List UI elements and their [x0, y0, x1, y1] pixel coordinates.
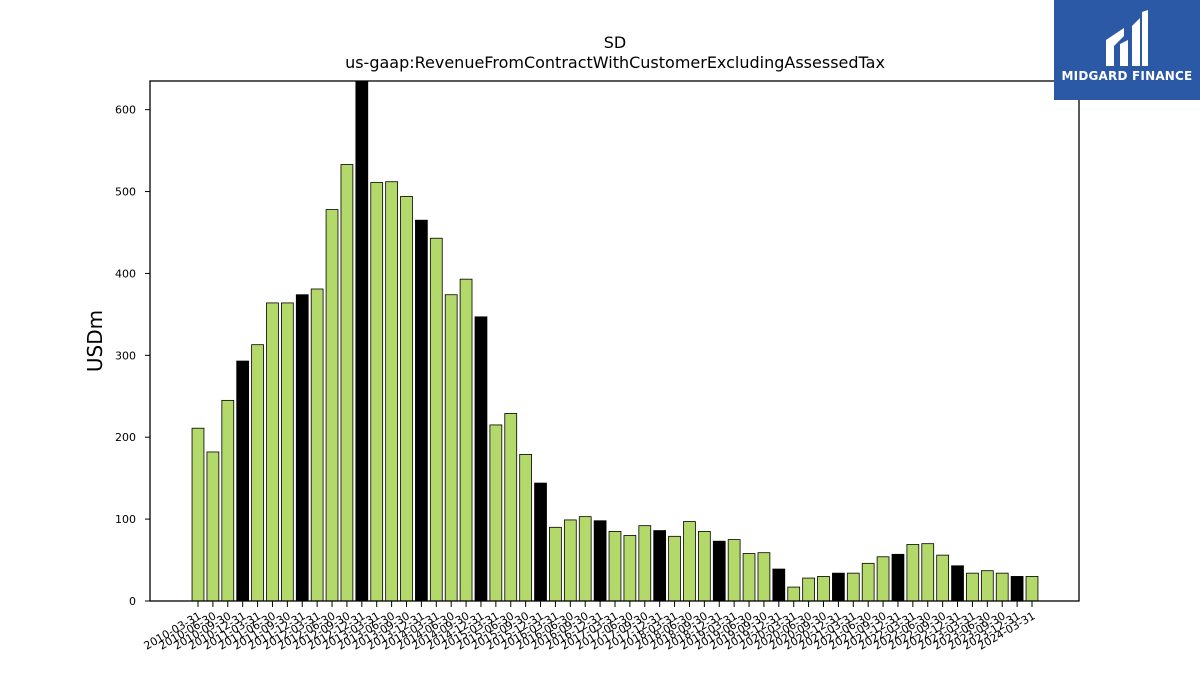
logo-text: MIDGARD FINANCE — [1061, 69, 1193, 83]
bar-2016-06-30 — [563, 519, 577, 602]
y-tick-label: 0 — [129, 595, 136, 608]
bar-2014-09-30 — [459, 278, 473, 602]
bar-2017-12-31 — [653, 530, 667, 602]
y-tick-label: 300 — [115, 349, 136, 362]
bar-2014-06-30 — [444, 294, 458, 602]
bar-2022-03-31 — [906, 544, 920, 602]
bar-2022-06-30 — [921, 543, 935, 602]
bar-2023-06-30 — [980, 570, 994, 602]
bar-2012-09-30 — [340, 164, 354, 602]
bar-2015-09-30 — [519, 454, 533, 602]
bar-2016-09-30 — [578, 516, 592, 602]
chart-subtitle: us-gaap:RevenueFromContractWithCustomerE… — [345, 53, 885, 72]
bar-2020-06-30 — [802, 577, 815, 602]
bar-2010-09-30 — [221, 399, 235, 602]
y-tick-label: 600 — [115, 104, 136, 117]
bar-2015-06-30 — [504, 413, 518, 602]
bar-2011-03-31 — [251, 344, 264, 602]
bar-2016-03-31 — [549, 526, 562, 602]
bar-2019-09-30 — [757, 552, 771, 602]
bar-2015-03-31 — [489, 424, 503, 602]
bar-2022-09-30 — [936, 554, 950, 602]
bar-2023-12-31 — [1010, 576, 1024, 602]
bar-2019-06-30 — [742, 553, 756, 602]
bar-2016-12-31 — [593, 520, 607, 602]
midgard-finance-logo: MIDGARD FINANCE — [1054, 0, 1200, 100]
bar-2015-12-31 — [534, 482, 547, 602]
bar-2020-12-31 — [832, 572, 845, 602]
y-tick-label: 500 — [115, 186, 136, 199]
bar-2013-03-31 — [370, 182, 384, 602]
bar-2011-06-30 — [266, 302, 279, 602]
bar-2011-12-31 — [295, 294, 309, 602]
y-axis-label: USDm — [83, 310, 107, 372]
bar-2023-09-30 — [995, 572, 1009, 602]
bar-2019-12-31 — [772, 568, 786, 602]
bar-2024-03-31 — [1025, 576, 1039, 602]
bar-2023-03-31 — [966, 572, 979, 602]
bars-layer — [191, 80, 1039, 602]
y-axis: 0 100 200 300 400 500 600 — [115, 104, 150, 608]
bar-2010-03-31 — [191, 427, 205, 602]
bar-2018-06-30 — [683, 521, 696, 602]
bar-2019-03-31 — [727, 539, 741, 602]
y-tick-label: 100 — [115, 513, 136, 526]
bar-2013-12-31 — [415, 219, 428, 602]
bar-2012-03-31 — [310, 288, 324, 602]
chart-title: SD — [604, 33, 626, 52]
y-tick-label: 200 — [115, 431, 136, 444]
bar-2017-03-31 — [608, 530, 622, 602]
bar-2021-12-31 — [891, 553, 905, 602]
bar-2014-12-31 — [474, 316, 488, 602]
bar-2020-03-31 — [787, 586, 801, 602]
bar-2010-06-30 — [206, 451, 220, 602]
bar-2013-09-30 — [400, 196, 413, 602]
bar-2022-12-31 — [951, 565, 964, 602]
bar-2018-03-31 — [668, 535, 681, 602]
bar-2021-03-31 — [846, 572, 860, 602]
bar-2010-12-31 — [236, 360, 250, 602]
bar-2017-06-30 — [623, 535, 637, 602]
x-axis: 2010-03-312010-06-302010-09-302010-12-31… — [142, 601, 1038, 653]
plot-frame — [149, 80, 1080, 602]
bar-2021-06-30 — [861, 562, 875, 602]
bar-2017-09-30 — [638, 525, 652, 602]
bar-2013-06-30 — [385, 181, 398, 602]
bar-2012-12-31 — [355, 80, 369, 602]
bar-2012-06-30 — [325, 209, 339, 602]
bar-2014-03-31 — [429, 237, 443, 602]
bar-2021-09-30 — [876, 556, 890, 602]
bar-2018-12-31 — [712, 540, 726, 602]
bar-2018-09-30 — [698, 530, 711, 602]
midgard-mi-logo-icon — [1106, 10, 1148, 66]
bar-2020-09-30 — [817, 576, 830, 602]
y-tick-label: 400 — [115, 267, 136, 280]
bar-2011-09-30 — [280, 302, 294, 602]
